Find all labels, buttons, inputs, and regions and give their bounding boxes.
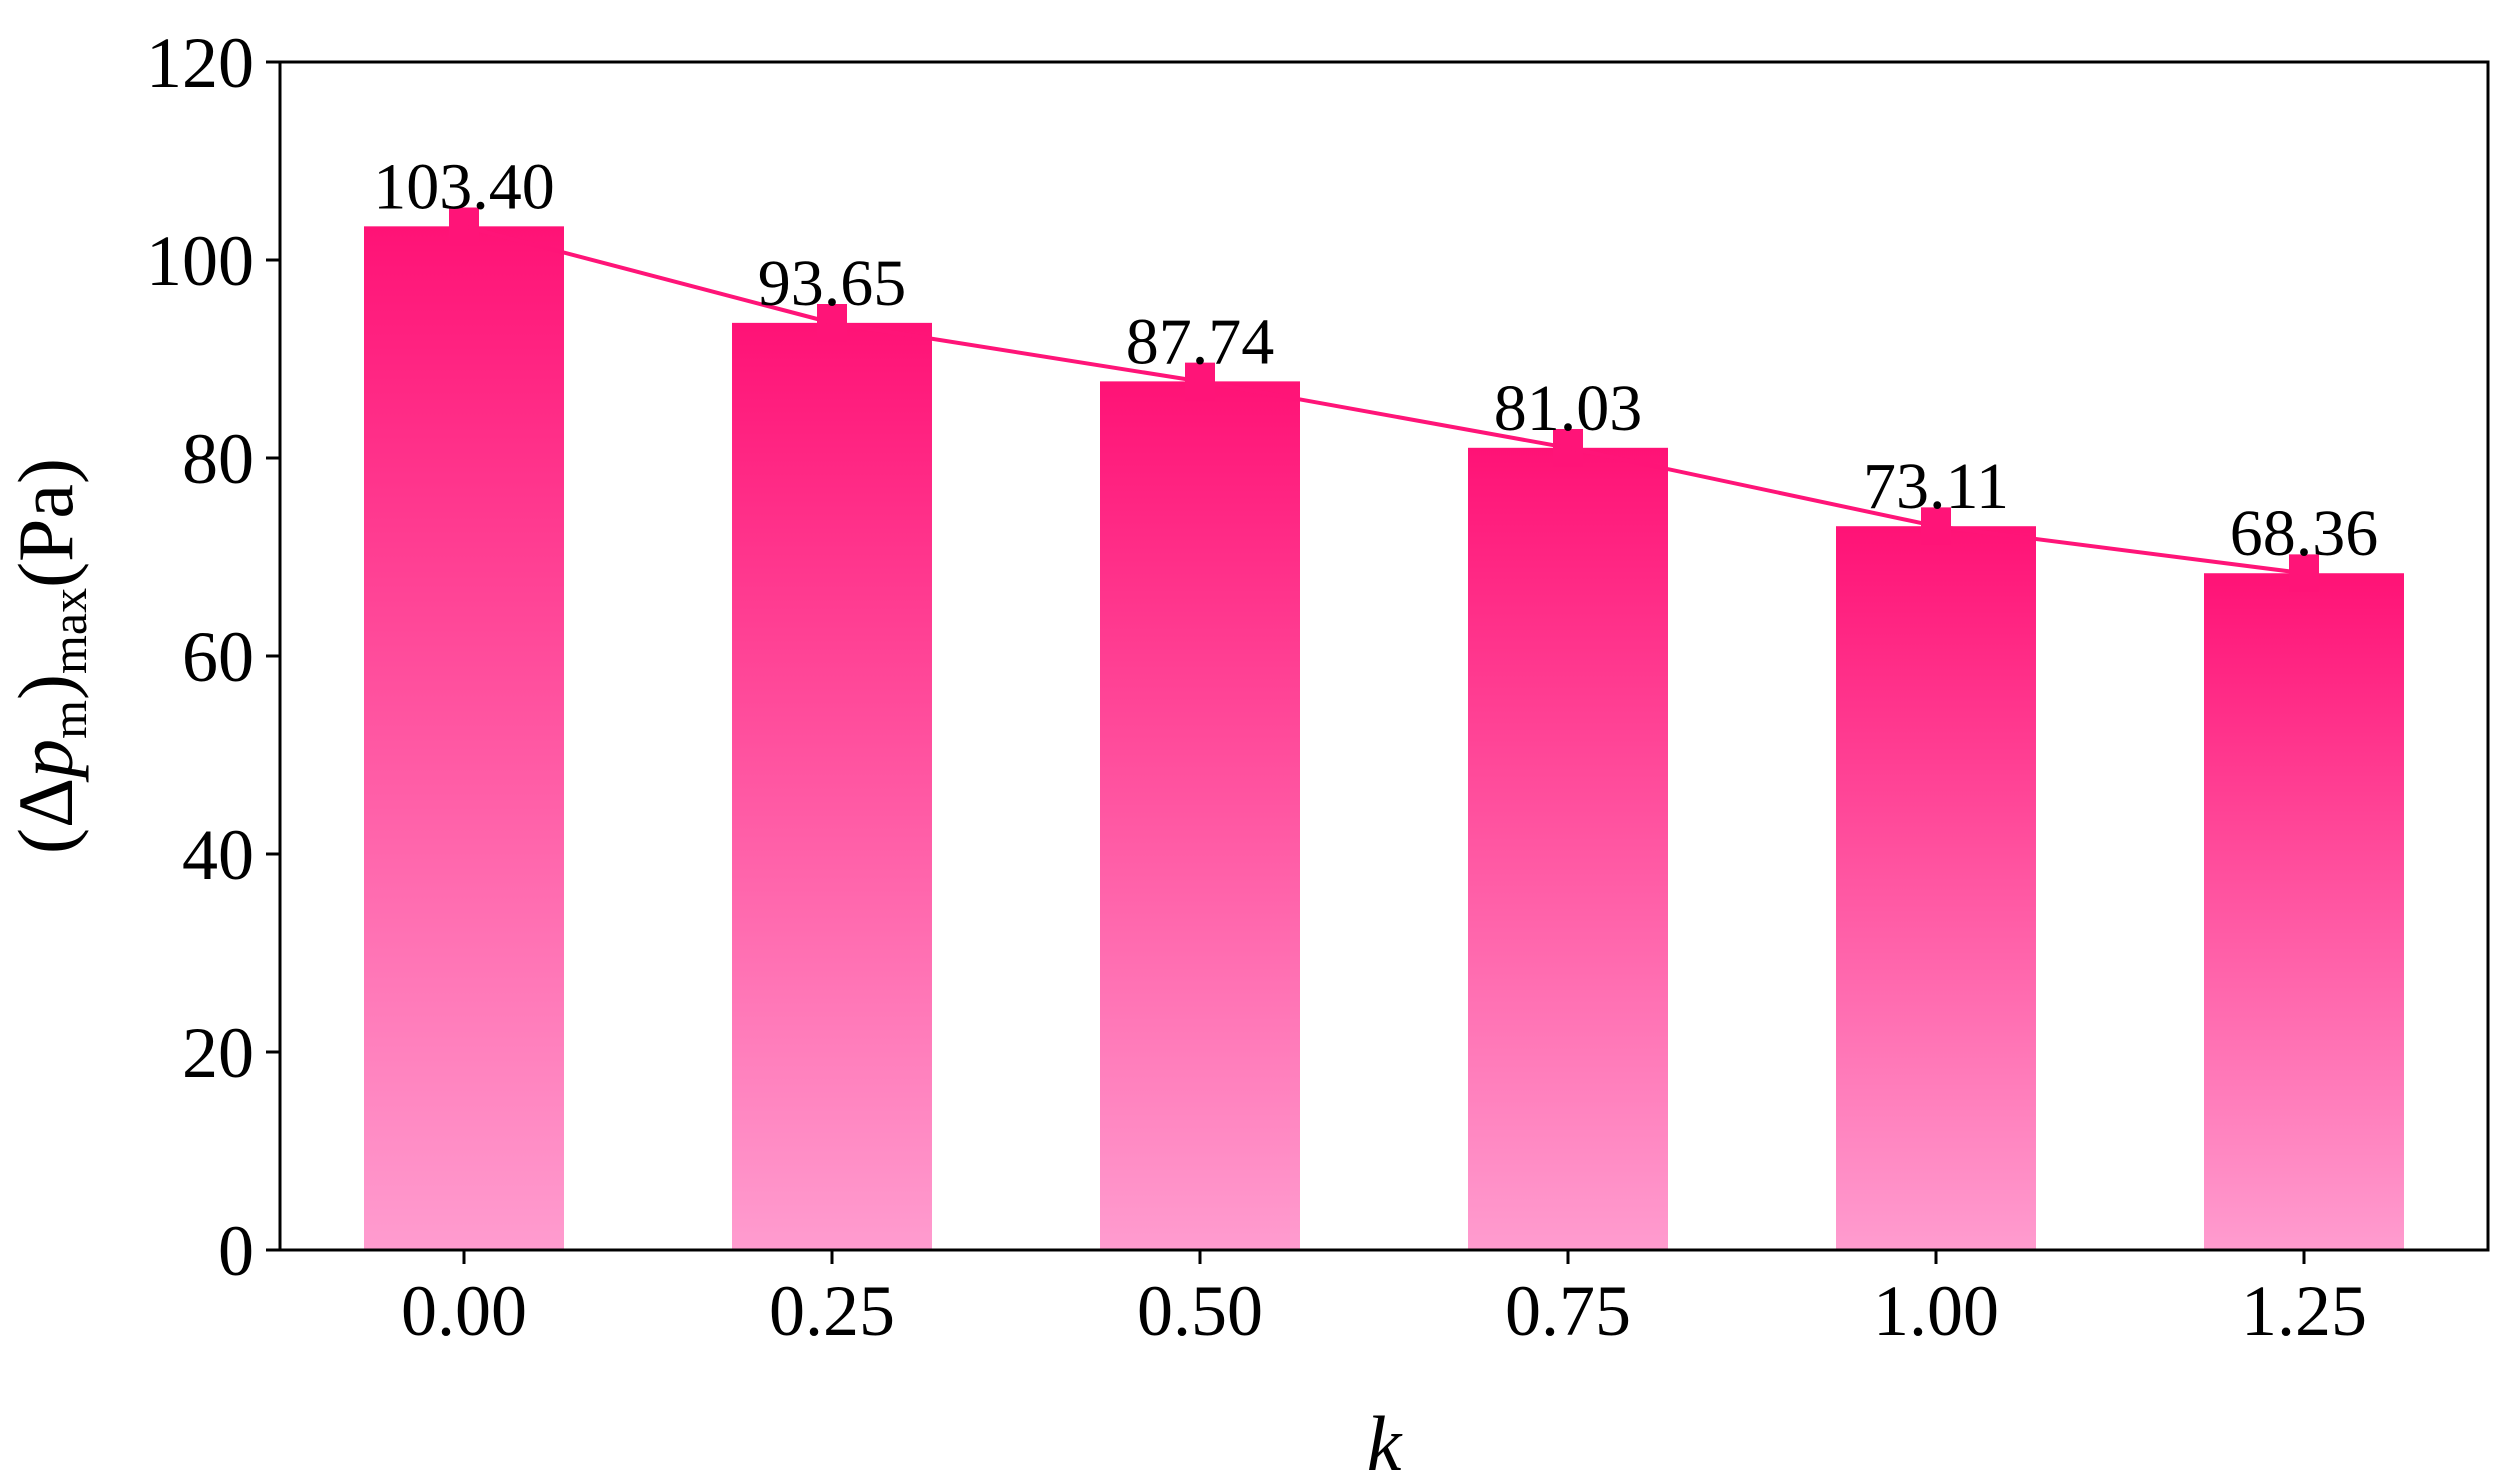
y-title-close: ) [2, 674, 89, 700]
y-tick-label-40: 40 [182, 815, 254, 895]
y-title-sub-max: max [41, 588, 97, 674]
y-axis: 0 20 40 60 80 100 120 [146, 23, 280, 1291]
bars-layer [364, 226, 2404, 1251]
x-tick-label-0.25: 0.25 [769, 1271, 895, 1351]
y-tick-label-80: 80 [182, 419, 254, 499]
x-tick-label-1.00: 1.00 [1873, 1271, 1999, 1351]
bar-0.75 [1468, 447, 1668, 1251]
y-tick-label-20: 20 [182, 1013, 254, 1093]
y-tick-label-0: 0 [218, 1211, 254, 1291]
bar-1.25 [2204, 573, 2404, 1250]
trend-line [463, 224, 2305, 576]
bar-0.00 [364, 226, 564, 1251]
data-label-1.00: 73.11 [1863, 450, 2009, 523]
data-label-0.75: 81.03 [1494, 372, 1643, 445]
data-label-0.00: 103.40 [373, 150, 555, 223]
data-label-0.50: 87.74 [1126, 305, 1275, 378]
bar-0.50 [1100, 381, 1300, 1250]
data-label-0.25: 93.65 [758, 247, 907, 320]
data-labels-layer: 103.40 93.65 87.74 81.03 73.11 68.36 [373, 150, 2378, 570]
x-axis: 0.00 0.25 0.50 0.75 1.00 1.25 [401, 1250, 2367, 1351]
x-tick-label-0.75: 0.75 [1505, 1271, 1631, 1351]
x-axis-title: k [1367, 1400, 1403, 1484]
y-title-open: (Δ [2, 778, 89, 854]
x-tick-label-0.00: 0.00 [401, 1271, 527, 1351]
y-tick-label-60: 60 [182, 617, 254, 697]
bar-1.00 [1836, 526, 2036, 1250]
x-tick-label-1.25: 1.25 [2241, 1271, 2367, 1351]
trend-line-layer [463, 224, 2305, 576]
plot-frame [278, 60, 2490, 1252]
y-tick-label-120: 120 [146, 23, 254, 103]
y-axis-title: (Δpm)max(Pa) [2, 458, 97, 854]
y-title-variable: p [2, 739, 89, 783]
x-tick-label-0.50: 0.50 [1137, 1271, 1263, 1351]
y-title-unit: (Pa) [2, 458, 89, 588]
y-tick-label-100: 100 [146, 221, 254, 301]
data-label-1.25: 68.36 [2230, 497, 2379, 570]
bar-0.25 [732, 322, 932, 1250]
y-title-sub-m: m [41, 700, 97, 739]
